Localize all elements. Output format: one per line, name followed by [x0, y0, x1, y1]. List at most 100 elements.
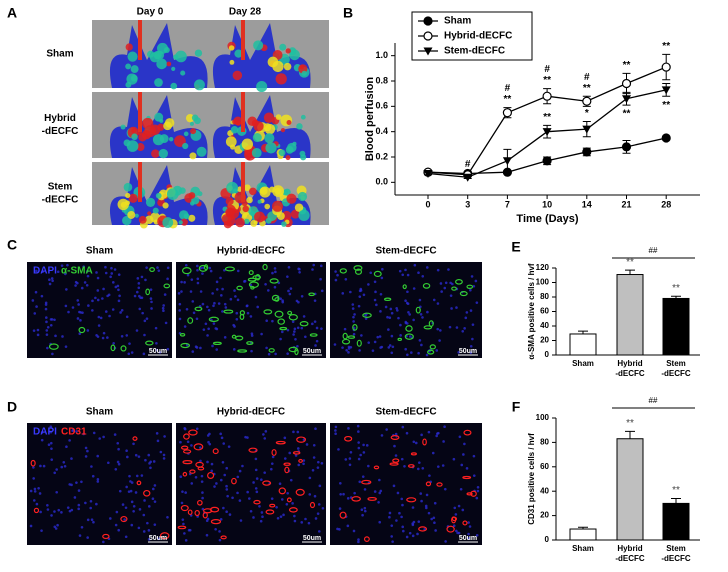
- nucleus: [270, 462, 274, 465]
- nucleus: [84, 446, 88, 450]
- nucleus: [195, 427, 199, 431]
- nucleus: [133, 294, 137, 298]
- nucleus: [336, 527, 339, 531]
- nucleus: [408, 335, 412, 338]
- nucleus: [54, 334, 57, 338]
- nucleus: [145, 317, 149, 320]
- stain-spot: [351, 496, 361, 502]
- stain-spot: [263, 309, 273, 315]
- nucleus: [367, 283, 370, 286]
- significance: #: [505, 83, 511, 94]
- nucleus: [137, 282, 141, 285]
- nucleus: [271, 319, 274, 323]
- nucleus: [434, 529, 437, 532]
- stain-spot: [132, 436, 138, 441]
- nucleus: [352, 320, 355, 323]
- nucleus: [236, 475, 240, 479]
- nucleus: [475, 301, 479, 304]
- nucleus: [319, 264, 323, 268]
- perfusion-spot: [166, 188, 179, 201]
- nucleus: [254, 457, 258, 461]
- nucleus: [278, 482, 282, 486]
- nucleus: [212, 322, 216, 325]
- nucleus: [196, 268, 199, 272]
- perfusion-spot: [166, 61, 172, 67]
- nucleus: [166, 277, 169, 281]
- marker: [542, 156, 552, 166]
- column-label: Day 0: [137, 7, 164, 18]
- nucleus: [184, 263, 188, 267]
- stain-spot: [187, 317, 194, 324]
- nucleus: [333, 343, 337, 346]
- nucleus: [406, 290, 409, 294]
- nucleus: [425, 506, 428, 510]
- stain-label: DAPI: [33, 266, 57, 277]
- nucleus: [73, 496, 77, 499]
- nucleus: [86, 329, 90, 332]
- nucleus: [400, 497, 404, 501]
- nucleus: [75, 430, 78, 433]
- nucleus: [387, 346, 391, 349]
- nucleus: [117, 299, 121, 303]
- stain-spot: [30, 459, 36, 467]
- perfusion-spot: [190, 201, 195, 206]
- nucleus: [48, 278, 51, 282]
- stain-spot: [120, 345, 127, 352]
- nucleus: [274, 270, 277, 274]
- nucleus: [406, 273, 410, 277]
- perfusion-spot: [125, 43, 133, 51]
- stain-spot: [284, 466, 290, 474]
- nucleus: [293, 330, 296, 333]
- perfusion-spot: [272, 185, 285, 198]
- marker: [621, 78, 632, 89]
- y-tick-label: 1.0: [375, 50, 388, 60]
- bar: [569, 333, 597, 356]
- nucleus: [206, 460, 209, 464]
- nucleus: [378, 478, 381, 482]
- nucleus: [60, 511, 63, 514]
- stain-spot: [177, 525, 187, 530]
- nucleus: [435, 349, 439, 352]
- nucleus: [300, 521, 304, 524]
- perfusion-spot: [271, 200, 284, 212]
- bar: [662, 297, 690, 356]
- nucleus: [101, 336, 105, 340]
- nucleus: [316, 466, 320, 469]
- nucleus: [460, 463, 464, 467]
- column-label: Day 28: [229, 7, 262, 18]
- stain-spot: [339, 511, 347, 519]
- nucleus: [60, 465, 64, 469]
- stain-spot: [180, 342, 191, 349]
- perfusion-spot: [117, 198, 129, 211]
- nucleus: [128, 342, 131, 345]
- perfusion-spot: [196, 146, 207, 157]
- nucleus: [334, 425, 338, 429]
- nucleus: [308, 476, 312, 480]
- stain-spot: [286, 497, 292, 503]
- bar: [616, 438, 644, 541]
- nucleus: [271, 271, 274, 275]
- nucleus: [190, 444, 193, 447]
- nucleus: [147, 453, 151, 457]
- nucleus: [186, 440, 190, 444]
- perfusion-spot: [128, 193, 138, 203]
- nucleus: [149, 288, 153, 291]
- y-tick-label: 0: [545, 535, 550, 544]
- nucleus: [109, 517, 112, 520]
- perfusion-spot: [179, 187, 186, 194]
- nucleus: [455, 326, 459, 329]
- nucleus: [401, 525, 405, 529]
- nucleus: [181, 518, 185, 521]
- nucleus: [64, 304, 68, 308]
- stain-spot: [462, 520, 468, 526]
- nucleus: [116, 460, 120, 464]
- column-label: Sham: [86, 246, 113, 257]
- micrograph: [330, 423, 482, 545]
- perfusion-spot: [257, 199, 262, 204]
- perfusion-spot: [130, 65, 139, 74]
- nucleus: [207, 327, 210, 331]
- nucleus: [334, 270, 337, 273]
- nucleus: [214, 527, 217, 531]
- nucleus: [357, 538, 360, 541]
- nucleus: [232, 348, 236, 351]
